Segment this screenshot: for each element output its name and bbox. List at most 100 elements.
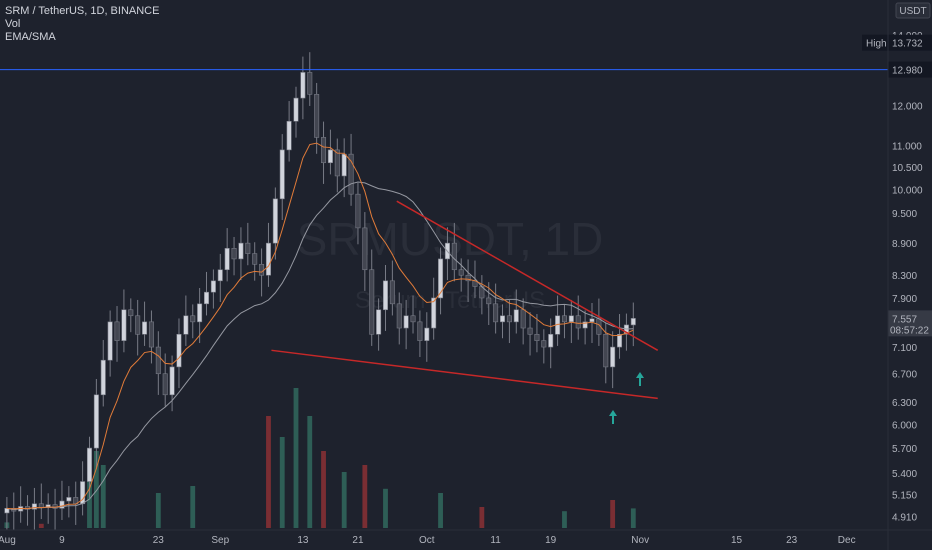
high-tag-bg: [862, 34, 888, 51]
chart-legend: SRM / TetherUS, 1D, BINANCE Vol EMA/SMA: [5, 5, 159, 44]
high-value-bg: [888, 34, 932, 51]
candle-down: [135, 315, 141, 335]
candle-down: [506, 315, 512, 323]
candle-down: [128, 309, 134, 317]
x-tick-label: 23: [153, 535, 165, 546]
candle-up: [286, 120, 292, 151]
candle-down: [541, 340, 547, 348]
candle-up: [438, 258, 444, 299]
candle-down: [451, 242, 457, 271]
candle-up: [431, 297, 437, 329]
candle-up: [100, 359, 106, 396]
candle-up: [500, 315, 506, 323]
arrow-head: [636, 372, 644, 378]
candle-up: [265, 242, 271, 276]
x-tick-label: 19: [545, 535, 557, 546]
x-tick-label: 15: [731, 535, 743, 546]
x-tick-label: Dec: [838, 535, 856, 546]
candle-down: [307, 72, 313, 95]
candle-up: [66, 497, 72, 502]
candle-down: [493, 303, 499, 323]
volume-bar: [562, 511, 567, 528]
candle-up: [197, 303, 203, 323]
candle-up: [86, 447, 92, 482]
candle-down: [190, 315, 196, 323]
candle-up: [238, 242, 244, 260]
currency-text: USDT: [899, 6, 926, 17]
legend-volume-label: Vol: [5, 18, 21, 30]
candle-up: [623, 324, 629, 335]
volume-bar: [100, 465, 106, 528]
candle-up: [610, 346, 616, 368]
candle-down: [252, 253, 258, 265]
price-axis-bg: [888, 0, 932, 550]
countdown-text: 08:57:22: [890, 325, 929, 336]
plot-area: [0, 0, 888, 530]
candle-down: [314, 94, 320, 138]
candle-up: [183, 315, 189, 335]
candle-down: [348, 153, 354, 195]
y-tick-label: 5.150: [892, 491, 917, 502]
volume-bar: [479, 507, 485, 528]
candle-down: [162, 373, 168, 396]
candle-up: [59, 500, 65, 509]
y-tick-label: 6.700: [892, 370, 917, 381]
volume-bars: [4, 388, 636, 528]
y-tick-label: 7.100: [892, 343, 917, 354]
candle-down: [362, 227, 368, 271]
candle-down: [369, 269, 375, 335]
candle-up: [279, 149, 285, 200]
x-tick-label: 21: [352, 535, 364, 546]
high-value-text: 13.732: [892, 39, 923, 50]
volume-bar: [279, 437, 285, 528]
candle-up: [272, 198, 278, 244]
y-tick-label: 8.900: [892, 239, 917, 250]
volume-bar: [341, 472, 347, 528]
candle-up: [589, 318, 595, 323]
hline-label-bg: [888, 61, 932, 78]
candle-up: [169, 366, 175, 396]
candle-down: [155, 346, 161, 375]
volume-bar: [38, 523, 44, 528]
candle-up: [142, 321, 148, 335]
candle-down: [520, 309, 526, 329]
candle-down: [321, 137, 327, 164]
x-tick-label: 13: [297, 535, 309, 546]
volume-bar: [362, 465, 368, 528]
y-tick-label: 5.400: [892, 469, 917, 480]
y-tick-label: 12.000: [892, 102, 923, 113]
up-arrow-icon: [609, 410, 617, 424]
candle-down: [465, 274, 471, 282]
y-tick-label: 4.910: [892, 513, 917, 524]
candle-down: [334, 149, 340, 177]
candle-up: [424, 327, 430, 341]
x-tick-label: 9: [59, 535, 65, 546]
candle-up: [403, 315, 409, 329]
x-tick-label: Sep: [211, 535, 229, 546]
candle-down: [389, 280, 395, 305]
y-tick-label: 9.500: [892, 209, 917, 220]
candle-down: [355, 193, 361, 229]
candle-down: [259, 263, 265, 276]
volume-bar: [610, 500, 616, 528]
candle-down: [458, 269, 464, 276]
x-tick-label: Aug: [0, 535, 16, 546]
candle-up: [210, 280, 216, 293]
volume-bar: [307, 416, 313, 528]
volume-bar: [630, 508, 636, 528]
candle-up: [382, 280, 388, 311]
volume-bar: [190, 486, 196, 528]
candle-up: [204, 291, 210, 305]
candle-down: [534, 333, 540, 341]
last-price-bg: [888, 310, 932, 337]
candle-up: [224, 248, 230, 271]
y-tick-label: 7.900: [892, 294, 917, 305]
y-tick-label: 6.300: [892, 398, 917, 409]
candle-up: [341, 153, 347, 177]
wedge-upper-trendline: [396, 200, 659, 351]
x-tick-label: Oct: [419, 535, 435, 546]
